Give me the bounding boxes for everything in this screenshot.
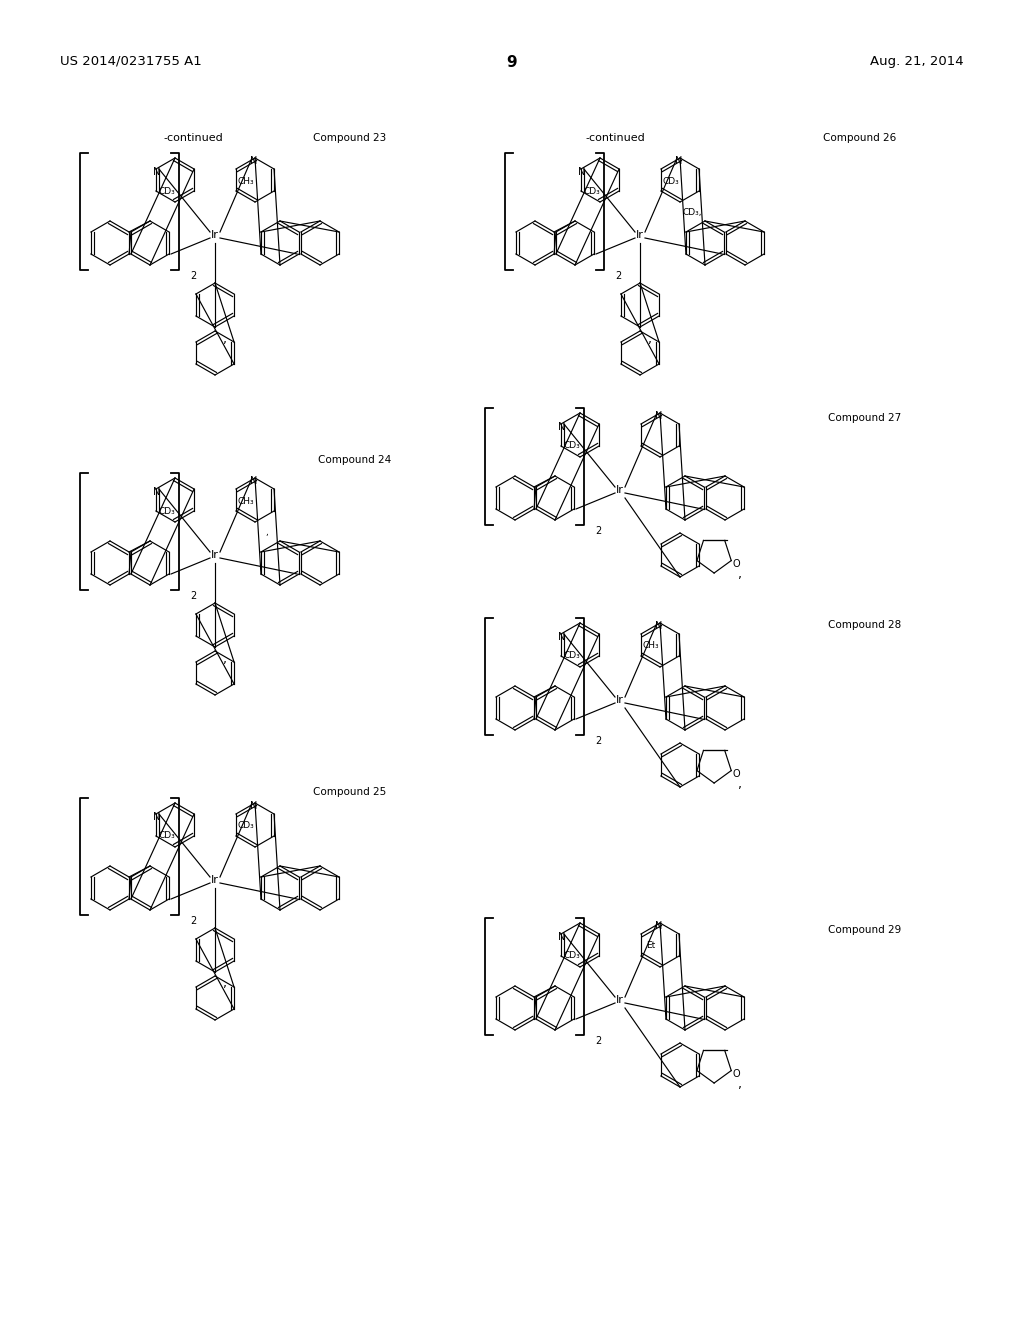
Text: CD₃: CD₃ bbox=[563, 952, 581, 961]
Text: -continued: -continued bbox=[163, 133, 223, 143]
Text: N: N bbox=[154, 168, 161, 177]
Text: 2: 2 bbox=[189, 916, 197, 927]
Text: Ir: Ir bbox=[211, 230, 219, 240]
Text: O: O bbox=[732, 560, 740, 569]
Text: ,: , bbox=[223, 978, 227, 990]
Text: -continued: -continued bbox=[585, 133, 645, 143]
Text: Et: Et bbox=[646, 941, 655, 950]
Text: Compound 23: Compound 23 bbox=[313, 133, 387, 143]
Text: Ir: Ir bbox=[211, 875, 219, 884]
Text: Ir: Ir bbox=[636, 230, 644, 240]
Text: 9: 9 bbox=[507, 55, 517, 70]
Text: Compound 28: Compound 28 bbox=[828, 620, 901, 630]
Text: 2: 2 bbox=[615, 271, 622, 281]
Text: CD₃,: CD₃, bbox=[682, 207, 701, 216]
Text: Ir: Ir bbox=[616, 696, 624, 705]
Text: Compound 29: Compound 29 bbox=[828, 925, 901, 935]
Text: CD₃: CD₃ bbox=[663, 177, 679, 186]
Text: N: N bbox=[154, 812, 161, 822]
Text: N: N bbox=[154, 487, 161, 498]
Text: N: N bbox=[250, 801, 258, 810]
Text: 2: 2 bbox=[189, 591, 197, 601]
Text: CD₃: CD₃ bbox=[563, 652, 581, 660]
Text: US 2014/0231755 A1: US 2014/0231755 A1 bbox=[60, 55, 202, 69]
Text: ,: , bbox=[223, 333, 227, 346]
Text: N: N bbox=[655, 620, 663, 631]
Text: Compound 26: Compound 26 bbox=[823, 133, 897, 143]
Text: 2: 2 bbox=[189, 271, 197, 281]
Text: CH₃: CH₃ bbox=[238, 177, 254, 186]
Text: CD₃: CD₃ bbox=[159, 832, 175, 841]
Text: ,: , bbox=[737, 779, 741, 792]
Text: 2: 2 bbox=[595, 1036, 601, 1045]
Text: ,: , bbox=[265, 528, 268, 536]
Text: O: O bbox=[732, 1069, 740, 1078]
Text: N: N bbox=[579, 168, 586, 177]
Text: Aug. 21, 2014: Aug. 21, 2014 bbox=[870, 55, 964, 69]
Text: ,: , bbox=[737, 569, 741, 581]
Text: N: N bbox=[250, 477, 258, 486]
Text: N: N bbox=[250, 156, 258, 166]
Text: Compound 25: Compound 25 bbox=[313, 787, 387, 797]
Text: CD₃: CD₃ bbox=[159, 186, 175, 195]
Text: Ir: Ir bbox=[211, 550, 219, 560]
Text: 2: 2 bbox=[595, 737, 601, 746]
Text: ,: , bbox=[223, 652, 227, 665]
Text: N: N bbox=[675, 156, 683, 166]
Text: N: N bbox=[655, 921, 663, 931]
Text: Compound 27: Compound 27 bbox=[828, 413, 901, 422]
Text: 2: 2 bbox=[595, 525, 601, 536]
Text: Ir: Ir bbox=[616, 995, 624, 1005]
Text: N: N bbox=[558, 422, 565, 432]
Text: CD₃: CD₃ bbox=[584, 186, 600, 195]
Text: CD₃: CD₃ bbox=[159, 507, 175, 516]
Text: CD₃: CD₃ bbox=[238, 821, 254, 830]
Text: N: N bbox=[655, 411, 663, 421]
Text: O: O bbox=[732, 770, 740, 779]
Text: N: N bbox=[558, 932, 565, 942]
Text: ,: , bbox=[737, 1078, 741, 1092]
Text: CH₃: CH₃ bbox=[238, 496, 254, 506]
Text: Compound 24: Compound 24 bbox=[318, 455, 391, 465]
Text: CH₃: CH₃ bbox=[643, 642, 659, 651]
Text: N: N bbox=[558, 632, 565, 642]
Text: Ir: Ir bbox=[616, 484, 624, 495]
Text: ,: , bbox=[648, 333, 652, 346]
Text: CD₃: CD₃ bbox=[563, 441, 581, 450]
